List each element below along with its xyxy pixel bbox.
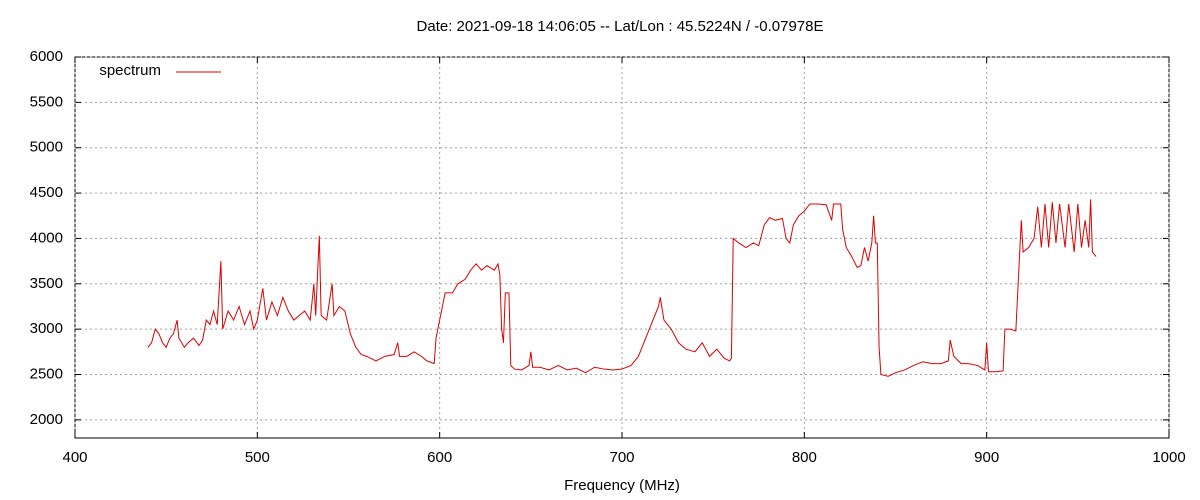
x-axis-label: Frequency (MHz) [564, 477, 680, 494]
y-tick-label: 4000 [30, 229, 63, 246]
x-tick-label: 500 [245, 449, 270, 466]
x-tick-label: 400 [62, 449, 87, 466]
y-tick-label: 2500 [30, 365, 63, 382]
x-tick-label: 600 [427, 449, 452, 466]
x-tick-label: 900 [974, 449, 999, 466]
x-tick-label: 1000 [1152, 449, 1185, 466]
y-tick-label: 6000 [30, 48, 63, 65]
y-tick-label: 4500 [30, 184, 63, 201]
y-tick-label: 3500 [30, 275, 63, 292]
y-tick-label: 5000 [30, 139, 63, 156]
chart-title: Date: 2021-09-18 14:06:05 -- Lat/Lon : 4… [417, 18, 824, 35]
spectrum-line [147, 199, 1097, 377]
legend-label: spectrum [99, 62, 161, 79]
x-tick-label: 700 [609, 449, 634, 466]
y-tick-label: 5500 [30, 93, 63, 110]
y-tick-label: 3000 [30, 320, 63, 337]
y-tick-label: 2000 [30, 411, 63, 428]
x-tick-label: 800 [792, 449, 817, 466]
